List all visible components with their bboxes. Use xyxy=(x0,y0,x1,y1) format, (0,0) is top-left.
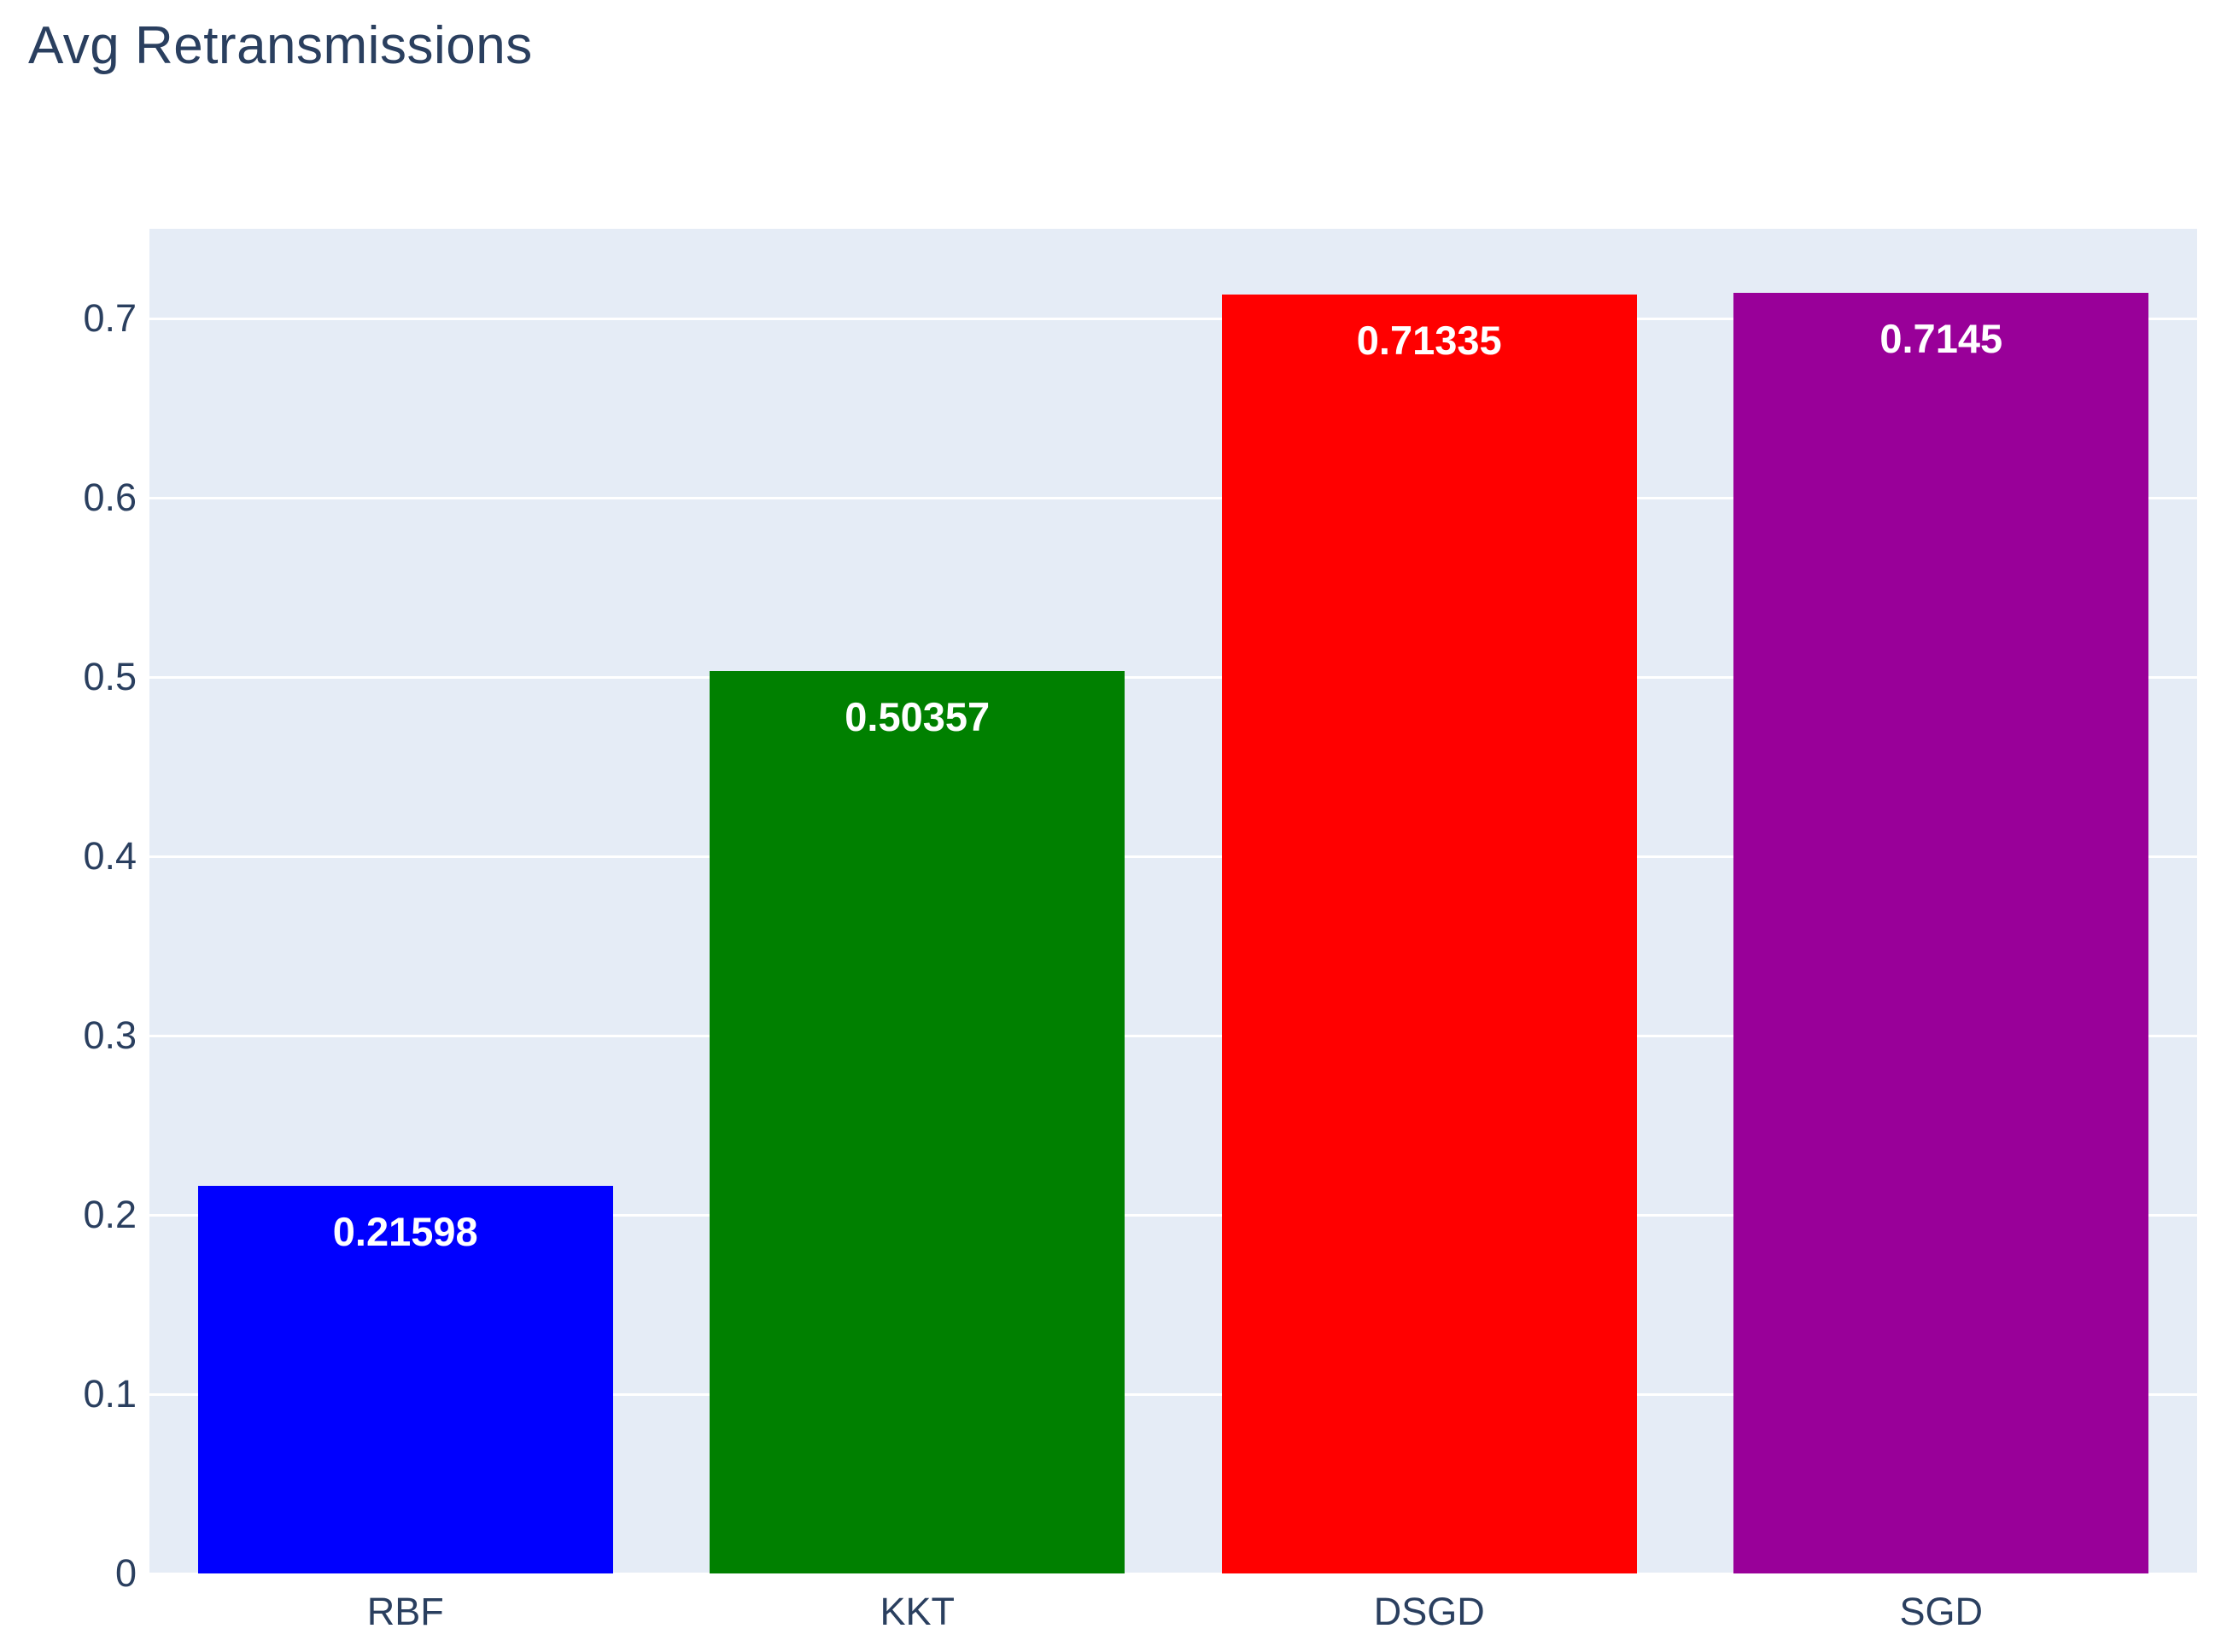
y-tick-label: 0.4 xyxy=(83,834,137,878)
bars-container: 0.21598 0.50357 0.71335 0.7145 xyxy=(149,229,2197,1573)
y-tick-label: 0 xyxy=(114,1551,137,1595)
y-tick-label: 0.2 xyxy=(83,1193,137,1236)
bar-slot: 0.50357 xyxy=(662,229,1174,1573)
bar-value-label: 0.50357 xyxy=(845,693,991,739)
x-tick-label-dsgd: DSGD xyxy=(1373,1590,1485,1633)
y-tick-label: 0.3 xyxy=(83,1013,137,1057)
bar-rbf[interactable]: 0.21598 xyxy=(197,1186,613,1573)
x-axis-tick-labels: RBF KKT DSGD SGD xyxy=(149,1590,2197,1634)
bar-slot: 0.71335 xyxy=(1173,229,1686,1573)
y-tick-label: 0.7 xyxy=(83,296,137,340)
x-tick-label-sgd: SGD xyxy=(1899,1590,1983,1633)
bar-dsgd[interactable]: 0.71335 xyxy=(1221,294,1637,1573)
bar-slot: 0.7145 xyxy=(1686,229,2198,1573)
x-tick-label-rbf: RBF xyxy=(366,1590,444,1633)
y-tick-label: 0.6 xyxy=(83,476,137,519)
y-tick-label: 0.5 xyxy=(83,655,137,699)
bar-sgd[interactable]: 0.7145 xyxy=(1733,292,2149,1573)
y-tick-label: 0.1 xyxy=(83,1372,137,1416)
bar-value-label: 0.7145 xyxy=(1879,315,2003,361)
bar-slot: 0.21598 xyxy=(149,229,662,1573)
plot-area: 0.21598 0.50357 0.71335 0.7145 xyxy=(149,229,2197,1575)
x-tick-label-kkt: KKT xyxy=(880,1590,956,1633)
bar-value-label: 0.21598 xyxy=(332,1209,478,1255)
bar-kkt[interactable]: 0.50357 xyxy=(710,670,1125,1573)
chart-title: Avg Retransmissions xyxy=(28,16,533,75)
y-axis-tick-labels: 0 0.1 0.2 0.3 0.4 0.5 0.6 0.7 xyxy=(0,229,137,1595)
bar-value-label: 0.71335 xyxy=(1356,317,1502,363)
